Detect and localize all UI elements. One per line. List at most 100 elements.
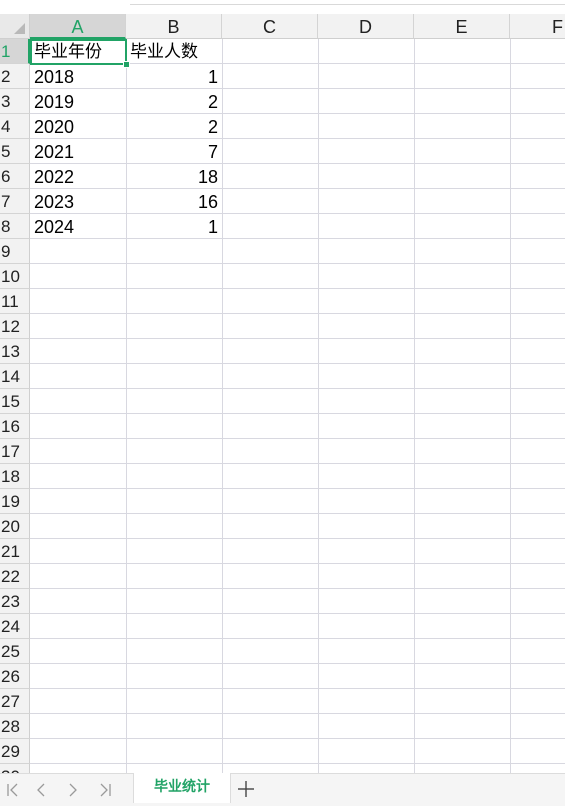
gridline — [30, 663, 565, 664]
gridline — [30, 588, 565, 589]
gridline — [30, 488, 565, 489]
row-header-4[interactable]: 4 — [0, 114, 30, 139]
add-sheet-button[interactable] — [236, 779, 256, 799]
gridline — [30, 463, 565, 464]
cell-a2[interactable]: 2018 — [34, 67, 75, 87]
gridline — [30, 288, 565, 289]
row-headers: 1 2 3 4 5 6 7 8 9 10 11 12 13 14 15 16 1… — [0, 39, 30, 773]
cell-b4[interactable]: 2 — [207, 117, 218, 137]
cell-a1[interactable]: 毕业年份 — [34, 42, 102, 62]
cell-a5[interactable]: 2021 — [34, 142, 75, 162]
gridline — [30, 363, 565, 364]
cell-b5[interactable]: 7 — [207, 142, 218, 162]
column-header-f[interactable]: F — [510, 14, 565, 39]
prev-sheet-button[interactable] — [32, 780, 50, 800]
cell-b7[interactable]: 16 — [197, 192, 218, 212]
first-sheet-icon — [7, 783, 18, 797]
gridline — [30, 438, 565, 439]
gridline — [30, 188, 565, 189]
row-header-24[interactable]: 24 — [0, 614, 30, 639]
gridline — [30, 138, 565, 139]
add-sheet-icon — [238, 781, 254, 797]
row-header-11[interactable]: 11 — [0, 289, 30, 314]
cell-a7[interactable]: 2023 — [34, 192, 75, 212]
row-header-22[interactable]: 22 — [0, 564, 30, 589]
prev-sheet-icon — [37, 783, 45, 797]
cell-a4[interactable]: 2020 — [34, 117, 75, 137]
last-sheet-button[interactable] — [96, 780, 114, 800]
last-sheet-icon — [100, 783, 111, 797]
next-sheet-button[interactable] — [64, 780, 82, 800]
cell-a8[interactable]: 2024 — [34, 217, 75, 237]
gridline — [30, 113, 565, 114]
gridline — [30, 538, 565, 539]
gridline — [30, 63, 565, 64]
column-header-d[interactable]: D — [318, 14, 414, 39]
row-header-13[interactable]: 13 — [0, 339, 30, 364]
cell-grid[interactable]: 毕业年份 毕业人数 2018 1 2019 2 2020 2 2021 7 20… — [30, 39, 565, 773]
first-sheet-button[interactable] — [4, 780, 22, 800]
row-header-9[interactable]: 9 — [0, 239, 30, 264]
row-header-25[interactable]: 25 — [0, 639, 30, 664]
row-header-5[interactable]: 5 — [0, 139, 30, 164]
gridline — [30, 238, 565, 239]
column-header-a[interactable]: A — [30, 14, 126, 39]
row-header-26[interactable]: 26 — [0, 664, 30, 689]
column-headers: A B C D E F — [30, 14, 565, 39]
cell-a3[interactable]: 2019 — [34, 92, 75, 112]
cell-b2[interactable]: 1 — [207, 67, 218, 87]
row-header-17[interactable]: 17 — [0, 439, 30, 464]
gridline — [30, 163, 565, 164]
gridline — [30, 713, 565, 714]
gridline — [30, 213, 565, 214]
row-header-3[interactable]: 3 — [0, 89, 30, 114]
column-header-c[interactable]: C — [222, 14, 318, 39]
gridline — [30, 638, 565, 639]
row-header-16[interactable]: 16 — [0, 414, 30, 439]
gridline — [222, 39, 223, 773]
gridline — [510, 39, 511, 773]
column-header-b[interactable]: B — [126, 14, 222, 39]
row-header-8[interactable]: 8 — [0, 214, 30, 239]
gridline — [30, 313, 565, 314]
gridline — [30, 88, 565, 89]
row-header-20[interactable]: 20 — [0, 514, 30, 539]
sheet-tab-active[interactable]: 毕业统计 — [133, 773, 231, 803]
active-cell-outline — [30, 39, 127, 65]
row-header-2[interactable]: 2 — [0, 64, 30, 89]
row-header-7[interactable]: 7 — [0, 189, 30, 214]
next-sheet-icon — [69, 783, 77, 797]
row-header-1[interactable]: 1 — [0, 39, 30, 64]
gridline — [30, 413, 565, 414]
fill-handle[interactable] — [123, 61, 130, 68]
row-header-18[interactable]: 18 — [0, 464, 30, 489]
row-header-10[interactable]: 10 — [0, 264, 30, 289]
cell-b8[interactable]: 1 — [207, 217, 218, 237]
gridline — [30, 738, 565, 739]
gridline — [30, 763, 565, 764]
row-header-30[interactable]: 30 — [0, 764, 30, 773]
cell-b1[interactable]: 毕业人数 — [130, 42, 198, 62]
row-header-12[interactable]: 12 — [0, 314, 30, 339]
row-header-23[interactable]: 23 — [0, 589, 30, 614]
gridline — [30, 688, 565, 689]
cell-a6[interactable]: 2022 — [34, 167, 75, 187]
gridline — [126, 39, 127, 773]
gridline — [414, 39, 415, 773]
row-header-14[interactable]: 14 — [0, 364, 30, 389]
row-header-19[interactable]: 19 — [0, 489, 30, 514]
cell-b6[interactable]: 18 — [197, 167, 218, 187]
row-header-15[interactable]: 15 — [0, 389, 30, 414]
cell-b3[interactable]: 2 — [207, 92, 218, 112]
select-all-corner[interactable] — [0, 14, 30, 39]
row-header-27[interactable]: 27 — [0, 689, 30, 714]
column-header-e[interactable]: E — [414, 14, 510, 39]
row-header-29[interactable]: 29 — [0, 739, 30, 764]
gridline — [30, 263, 565, 264]
gridline — [30, 563, 565, 564]
row-header-21[interactable]: 21 — [0, 539, 30, 564]
row-header-28[interactable]: 28 — [0, 714, 30, 739]
select-all-triangle-icon — [14, 23, 25, 34]
gridline — [30, 388, 565, 389]
row-header-6[interactable]: 6 — [0, 164, 30, 189]
